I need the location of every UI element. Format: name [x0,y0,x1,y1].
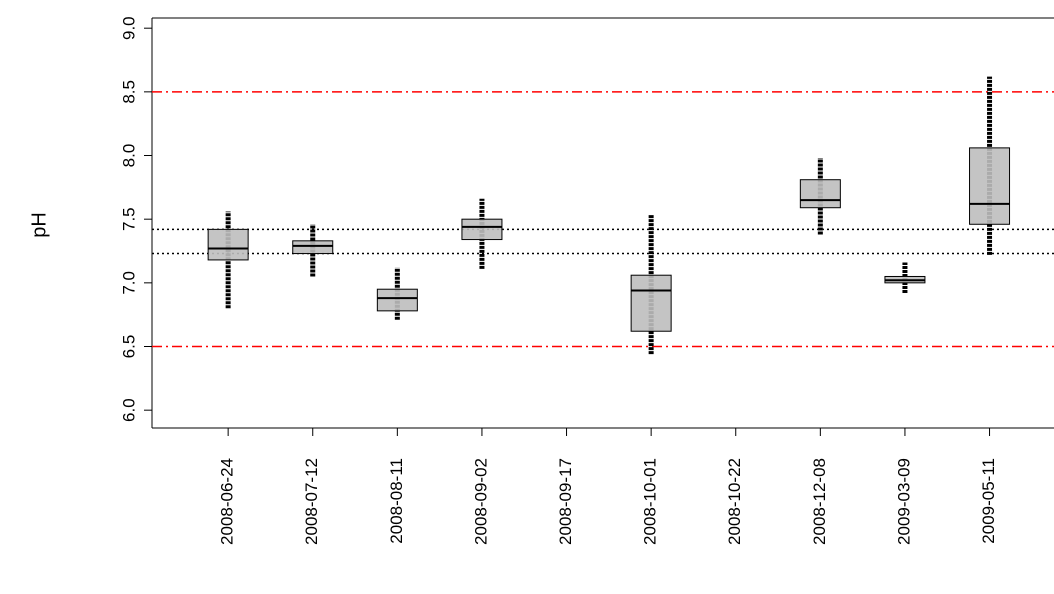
box [207,228,249,261]
y-tick-label: 6.5 [119,335,138,359]
y-tick-label: 6.0 [119,398,138,422]
y-tick-label: 7.5 [119,207,138,231]
y-tick-label: 9.0 [119,16,138,40]
x-tick-label: 2009-05-11 [979,458,998,544]
y-tick-label: 8.5 [119,80,138,104]
box [969,147,1011,225]
y-tick-label: 7.0 [119,271,138,295]
y-axis-label: pH [28,212,50,238]
x-tick-label: 2008-09-02 [471,458,490,545]
box [461,218,503,241]
x-tick-label: 2008-12-08 [810,458,829,545]
x-tick-label: 2008-08-11 [387,458,406,544]
x-tick-label: 2008-07-12 [302,458,321,545]
box [630,274,672,332]
x-tick-label: 2008-06-24 [218,458,237,545]
box [799,179,841,209]
x-tick-label: 2008-10-01 [641,458,660,545]
x-tick-label: 2009-03-09 [894,458,913,545]
y-tick-label: 8.0 [119,144,138,168]
box [376,288,418,312]
x-tick-label: 2008-09-17 [556,458,575,545]
x-tick-label: 2008-10-22 [725,458,744,545]
box [292,240,334,255]
